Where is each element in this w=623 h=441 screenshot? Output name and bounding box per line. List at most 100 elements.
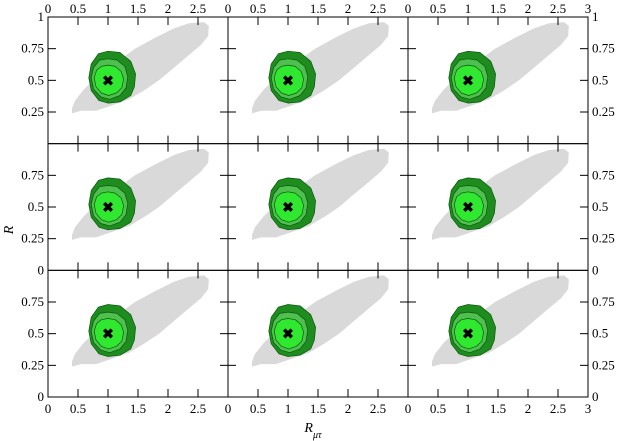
x-tick-label-top: 2.5 (370, 1, 386, 16)
y-axis-label: R (2, 225, 17, 235)
x-tick-label-top: 2.5 (550, 1, 566, 16)
panel-r3-c2: ✖ (227, 269, 409, 398)
y-tick-label-left: 1 (38, 9, 45, 24)
region-1-sigma (453, 191, 484, 223)
y-tick-label-right: 0.25 (592, 104, 615, 119)
y-tick-label-left: 0.75 (21, 41, 44, 56)
y-tick-label-right: 0.5 (592, 199, 608, 214)
best-fit-marker: ✖ (462, 201, 474, 216)
x-tick-label-top: 1 (105, 1, 112, 16)
regions (432, 275, 569, 367)
region-1-sigma (93, 318, 124, 350)
y-tick-label-left: 0.5 (28, 199, 44, 214)
x-axis-label-main: R (303, 421, 313, 436)
x-axis-label: Rμτ (303, 421, 322, 441)
panel-frame (407, 269, 589, 398)
panel-r1-c3: ✖ (407, 16, 589, 145)
x-tick-label-bottom: 0.5 (250, 401, 266, 416)
y-tick-label-right: 0 (592, 262, 599, 277)
x-tick-label-bottom: 1 (465, 401, 472, 416)
regions (432, 22, 569, 114)
y-tick-label-left: 0 (38, 389, 45, 404)
regions (252, 275, 389, 367)
x-tick-label-top: 1.5 (310, 1, 326, 16)
svg-text:Rμτ: Rμτ (303, 421, 322, 441)
region-1-sigma (273, 64, 304, 96)
best-fit-marker: ✖ (462, 328, 474, 343)
y-tick-label-left: 0.25 (21, 357, 44, 372)
x-tick-label-top: 2 (345, 1, 352, 16)
best-fit-marker: ✖ (282, 74, 294, 89)
x-tick-label-top: 2 (525, 1, 532, 16)
best-fit-marker: ✖ (102, 201, 114, 216)
x-tick-label-bottom: 0 (225, 401, 232, 416)
regions (72, 275, 209, 367)
y-tick-label-right: 0.5 (592, 326, 608, 341)
region-1-sigma (273, 191, 304, 223)
x-tick-label-bottom: 0.5 (70, 401, 86, 416)
x-tick-label-bottom: 2.5 (190, 401, 206, 416)
x-tick-label-top: 0 (45, 1, 52, 16)
x-tick-label-bottom: 2.5 (550, 401, 566, 416)
best-fit-marker: ✖ (102, 328, 114, 343)
best-fit-marker: ✖ (282, 328, 294, 343)
region-1-sigma (93, 64, 124, 96)
region-1-sigma (93, 191, 124, 223)
y-tick-label-left: 0 (38, 262, 45, 277)
x-tick-label-bottom: 2 (525, 401, 532, 416)
x-tick-label-top: 0.5 (250, 1, 266, 16)
panel-r3-c1: ✖ (47, 269, 229, 398)
x-tick-label-bottom: 0 (405, 401, 412, 416)
x-tick-label-bottom: 0 (45, 401, 52, 416)
x-tick-label-bottom: 1.5 (130, 401, 146, 416)
y-tick-label-left: 0.75 (21, 167, 44, 182)
x-tick-label-top: 0 (405, 1, 412, 16)
regions (432, 148, 569, 240)
region-1-sigma (453, 318, 484, 350)
best-fit-marker: ✖ (102, 74, 114, 89)
regions (72, 148, 209, 240)
region-1-sigma (273, 318, 304, 350)
regions (72, 22, 209, 114)
x-tick-label-top: 0 (225, 1, 232, 16)
panel-r2-c3: ✖ (407, 143, 589, 271)
x-tick-label-top: 1 (285, 1, 292, 16)
regions (252, 22, 389, 114)
x-tick-label-bottom: 1.5 (310, 401, 326, 416)
y-tick-label-right: 0.5 (592, 72, 608, 87)
panel-r3-c3: ✖ (407, 269, 589, 398)
x-axis-label-subscript: μτ (312, 430, 322, 441)
x-tick-label-bottom: 2 (345, 401, 352, 416)
x-tick-label-bottom: 1 (285, 401, 292, 416)
best-fit-marker: ✖ (282, 201, 294, 216)
x-tick-label-top: 0.5 (70, 1, 86, 16)
x-tick-label-bottom: 2 (165, 401, 172, 416)
y-tick-label-right: 0 (592, 389, 599, 404)
y-tick-label-left: 0.75 (21, 294, 44, 309)
x-tick-label-top: 1.5 (490, 1, 506, 16)
x-tick-label-bottom: 1.5 (490, 401, 506, 416)
region-1-sigma (453, 64, 484, 96)
y-tick-label-left: 0.25 (21, 231, 44, 246)
x-tick-label-bottom: 1 (105, 401, 112, 416)
panel-r1-c1: ✖ (47, 16, 229, 145)
x-tick-label-bottom: 3 (585, 401, 592, 416)
x-tick-label-bottom: 0.5 (430, 401, 446, 416)
y-tick-label-right: 0.75 (592, 167, 615, 182)
best-fit-marker: ✖ (462, 74, 474, 89)
x-tick-label-top: 2 (165, 1, 172, 16)
y-axis-label-text: R (2, 225, 17, 235)
y-tick-label-right: 0.25 (592, 231, 615, 246)
y-tick-label-right: 0.75 (592, 294, 615, 309)
y-tick-label-right: 0.25 (592, 357, 615, 372)
x-tick-label-bottom: 2.5 (370, 401, 386, 416)
x-tick-label-top: 2.5 (190, 1, 206, 16)
axes-labels: 000.50.5111.51.5222.52.5000.50.5111.51.5… (21, 1, 615, 416)
panel-r2-c1: ✖ (47, 143, 229, 271)
y-tick-label-left: 0.5 (28, 72, 44, 87)
panel-r2-c2: ✖ (227, 143, 409, 271)
regions (252, 148, 389, 240)
x-tick-label-top: 1 (465, 1, 472, 16)
x-tick-label-top: 3 (585, 1, 592, 16)
